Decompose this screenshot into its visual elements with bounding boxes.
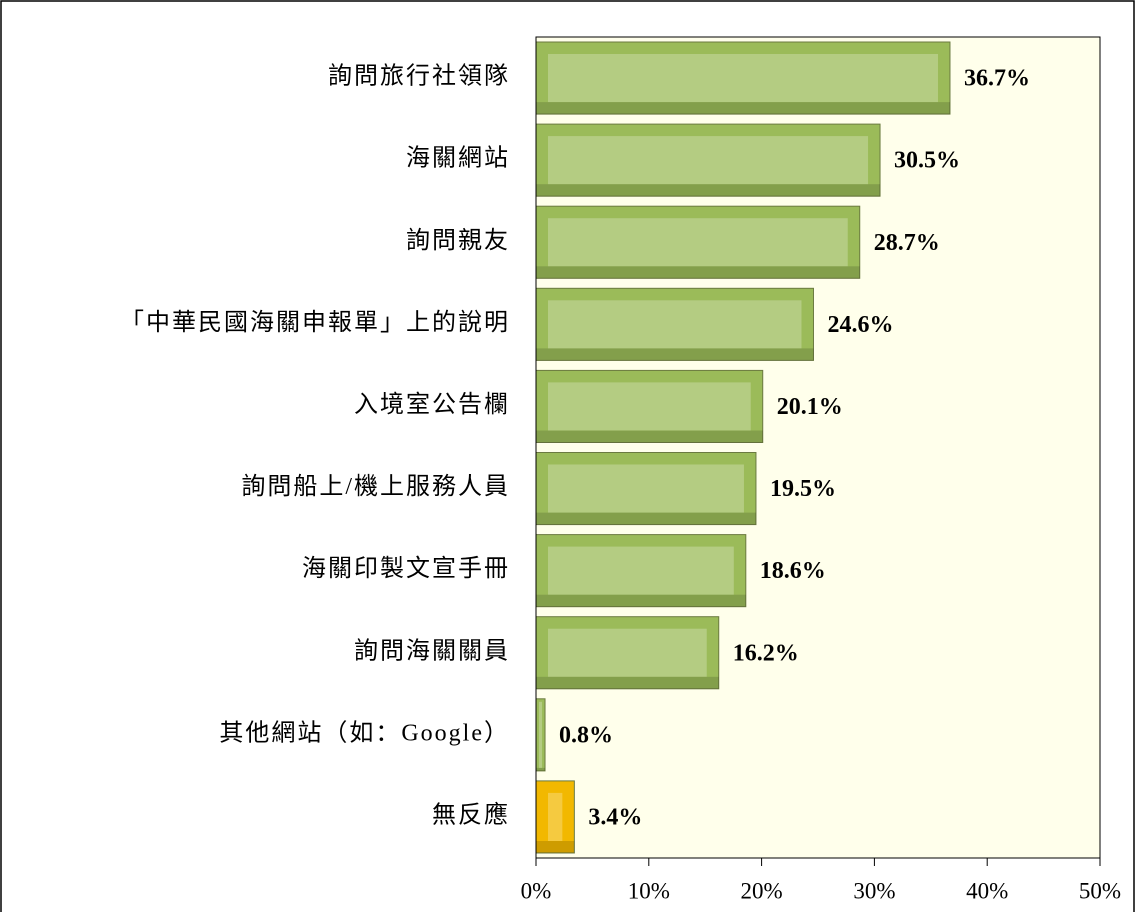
- value-label: 0.8%: [559, 722, 613, 748]
- category-label: 入境室公告欄: [354, 391, 510, 418]
- bar: [535, 123, 881, 197]
- bar-bevel: [548, 382, 751, 431]
- bar-bevel: [548, 464, 744, 513]
- bar: [535, 534, 747, 608]
- value-label: 28.7%: [874, 230, 940, 256]
- bar: [535, 780, 575, 854]
- bar-bevel: [548, 792, 563, 841]
- value-label: 18.6%: [760, 558, 826, 584]
- category-label: 詢問旅行社領隊: [328, 63, 510, 90]
- bar-bevel: [548, 136, 869, 185]
- category-label: 詢問親友: [406, 227, 510, 254]
- bar: [535, 205, 861, 279]
- x-tick-label: 50%: [1079, 878, 1121, 903]
- value-label: 24.6%: [827, 312, 893, 338]
- bar-bevel: [548, 546, 734, 595]
- category-label: 其他網站（如：Google）: [219, 719, 510, 746]
- value-label: 16.2%: [733, 640, 799, 666]
- bar-shade: [536, 841, 575, 853]
- value-label: 36.7%: [964, 66, 1030, 92]
- bar: [535, 287, 814, 361]
- category-label: 海關網站: [406, 145, 510, 172]
- bar-shade: [536, 102, 950, 115]
- category-label: 無反應: [432, 801, 510, 828]
- bar-shade: [536, 430, 763, 443]
- bar-shade: [536, 266, 860, 279]
- category-label: 詢問海關關員: [354, 637, 510, 664]
- x-tick-label: 10%: [628, 878, 670, 903]
- bar: [535, 452, 757, 526]
- category-label: 海關印製文宣手冊: [302, 555, 510, 582]
- bar-shade: [536, 512, 756, 525]
- bar-bevel: [548, 54, 938, 103]
- value-label: 3.4%: [588, 804, 642, 830]
- category-label: 詢問船上/機上服務人員: [241, 473, 510, 500]
- bar-bevel: [539, 701, 543, 768]
- bar-bevel: [548, 300, 802, 349]
- bar: [535, 369, 764, 443]
- category-label: 「中華民國海關申報單」上的說明: [120, 309, 510, 336]
- bar-shade: [536, 348, 814, 361]
- bar-shade: [536, 594, 746, 607]
- x-tick-label: 30%: [853, 878, 895, 903]
- bar-shade: [536, 184, 881, 197]
- bar-shade: [536, 767, 546, 771]
- bar: [535, 41, 951, 115]
- x-tick-label: 0%: [521, 878, 552, 903]
- value-label: 20.1%: [777, 394, 843, 420]
- value-label: 30.5%: [894, 148, 960, 174]
- bar-bevel: [548, 628, 707, 677]
- x-tick-label: 20%: [741, 878, 783, 903]
- x-tick-label: 40%: [966, 878, 1008, 903]
- value-label: 19.5%: [770, 476, 836, 502]
- bar-shade: [536, 676, 719, 689]
- bar-bevel: [548, 218, 848, 267]
